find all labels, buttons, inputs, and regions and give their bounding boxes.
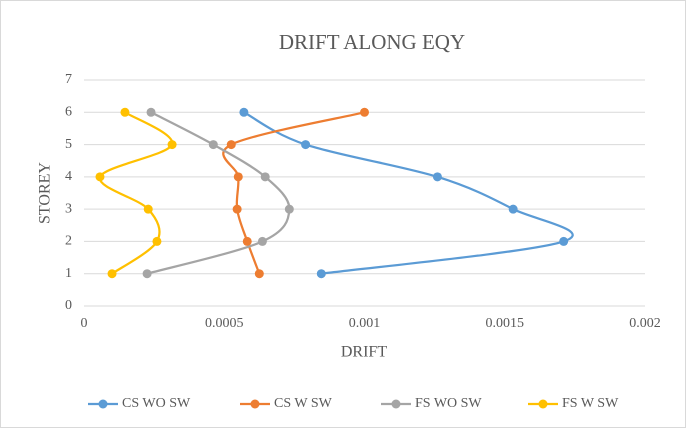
data-point: [301, 140, 311, 150]
data-point: [208, 140, 218, 150]
data-point: [316, 269, 326, 279]
data-point: [226, 140, 236, 150]
legend-marker: [250, 399, 260, 409]
data-point: [146, 107, 156, 117]
y-tick-label: 6: [65, 105, 72, 120]
x-tick-label: 0.002: [629, 316, 661, 331]
y-tick-label: 3: [65, 201, 72, 216]
legend-label: CS WO SW: [122, 396, 191, 411]
data-point: [508, 204, 518, 214]
legend-label: FS W SW: [562, 396, 619, 411]
x-tick-label: 0: [81, 316, 88, 331]
data-point: [143, 204, 153, 214]
y-tick-label: 4: [65, 169, 72, 184]
data-point: [233, 172, 243, 182]
y-tick-label: 5: [65, 137, 72, 152]
data-point: [260, 172, 270, 182]
data-point: [242, 236, 252, 246]
legend-label: CS W SW: [274, 396, 333, 411]
data-point: [142, 269, 152, 279]
data-point: [95, 172, 105, 182]
y-tick-label: 7: [65, 72, 72, 87]
x-axis-label: DRIFT: [341, 344, 387, 361]
series-line: [146, 111, 291, 275]
data-point: [284, 204, 294, 214]
x-tick-label: 0.0015: [486, 316, 525, 331]
data-point: [232, 204, 242, 214]
data-point: [559, 236, 569, 246]
data-point: [257, 236, 267, 246]
data-point: [360, 107, 369, 117]
legend-marker: [538, 399, 548, 409]
data-point: [120, 107, 130, 117]
legend-marker: [98, 399, 108, 409]
y-tick-label: 2: [65, 234, 72, 249]
data-point: [107, 269, 117, 279]
data-point: [152, 236, 162, 246]
data-point: [432, 172, 442, 182]
x-tick-label: 0.0005: [205, 316, 244, 331]
y-axis-label: STOREY: [37, 162, 54, 224]
data-point: [167, 140, 177, 150]
data-point: [239, 107, 249, 117]
chart-title: DRIFT ALONG EQY: [279, 30, 465, 54]
y-tick-label: 1: [65, 266, 72, 281]
legend-label: FS WO SW: [415, 396, 482, 411]
data-point: [254, 269, 264, 279]
y-tick-label: 0: [65, 298, 72, 313]
x-tick-label: 0.001: [349, 316, 381, 331]
legend-marker: [391, 399, 401, 409]
